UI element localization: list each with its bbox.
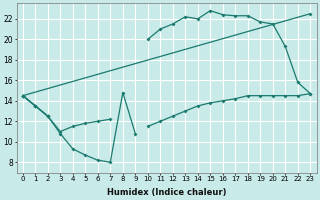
X-axis label: Humidex (Indice chaleur): Humidex (Indice chaleur) bbox=[107, 188, 226, 197]
